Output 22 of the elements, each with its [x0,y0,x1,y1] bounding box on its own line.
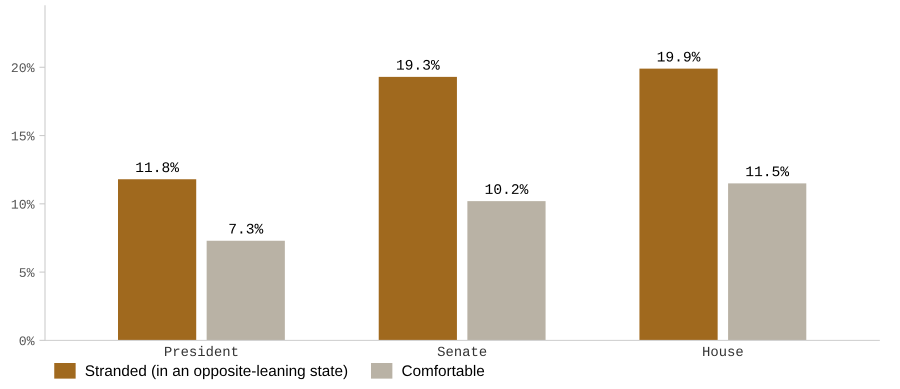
bar [118,179,196,340]
y-tick-label: 0% [20,336,35,346]
data-label: 19.3% [397,60,440,70]
bar [467,201,546,340]
data-label: 7.3% [229,224,264,234]
y-tick-label: 10% [12,200,35,209]
data-label: 10.2% [486,184,528,194]
bar [728,183,806,340]
y-tick-label: 20% [12,63,35,72]
data-label: 19.9% [658,52,700,62]
y-tick-label: 5% [20,268,35,278]
data-label: 11.5% [746,166,790,176]
bar [639,68,718,340]
bar [206,240,285,340]
y-tick-label: 15% [12,132,35,140]
x-tick-label: House [703,346,743,356]
bar [378,76,457,340]
legend-label: Stranded (in an opposite-leaning state) [86,364,348,380]
data-label: 11.8% [136,162,179,172]
legend-label: Comfortable [402,364,484,376]
x-tick-label: President [165,346,238,356]
x-tick-label: Senate [438,346,486,356]
